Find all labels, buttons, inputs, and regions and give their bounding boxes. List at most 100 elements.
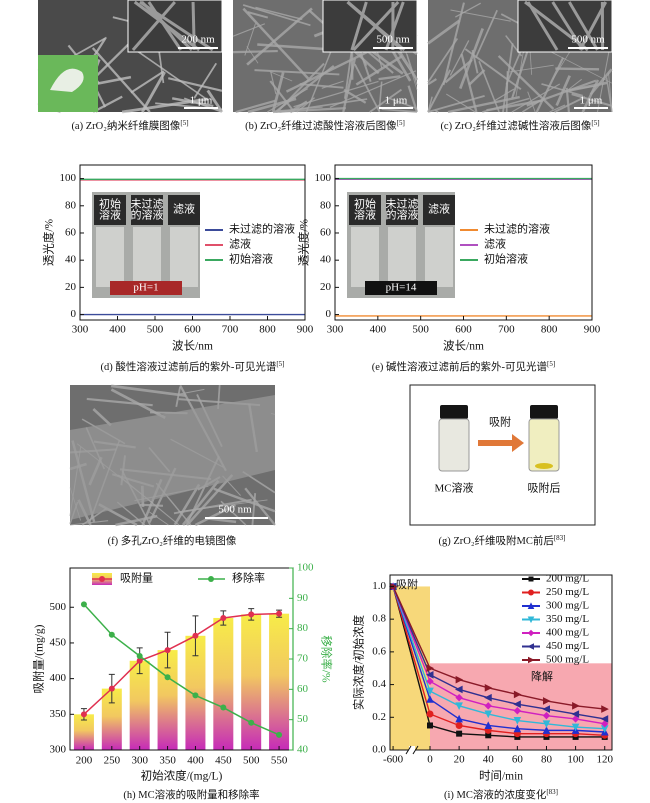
marker <box>542 705 550 713</box>
marker <box>427 722 433 729</box>
x-tick-label: 300 <box>72 324 89 336</box>
x-tick-label: 600 <box>455 324 472 336</box>
sem-texture <box>608 72 613 113</box>
y2-tick-label: 70 <box>297 653 309 665</box>
x-tick-label: 60 <box>512 754 524 766</box>
caption: (i) MC溶液的浓度变化[83] <box>444 788 558 802</box>
y-tick-label: 0 <box>326 308 332 320</box>
series-line <box>392 586 605 725</box>
caption: (b) ZrO₂纤维过滤酸性溶液后图像[5] <box>245 119 405 133</box>
sem-texture <box>269 71 293 82</box>
legend-label: 滤液 <box>484 237 506 251</box>
x-axis-label: 初始浓度/(mg/L) <box>141 769 223 783</box>
marker <box>426 677 434 686</box>
x-tick-label: 80 <box>541 754 553 766</box>
marker <box>455 685 463 694</box>
legend-marker <box>528 576 534 582</box>
y-tick-label: 40 <box>65 254 77 266</box>
y-tick-label: 80 <box>320 199 332 211</box>
marker <box>455 714 463 723</box>
vial <box>386 195 418 225</box>
y-tick-label: 350 <box>50 708 67 720</box>
y-tick-label: 300 <box>50 744 67 756</box>
caption-text: (f) 多孔ZrO₂纤维的电镜图像 <box>108 534 237 547</box>
x-tick-label: 550 <box>271 755 288 767</box>
sem-texture <box>242 7 310 80</box>
x-tick-label: 120 <box>596 754 613 766</box>
y-axis-label: 吸附量/(mg/g) <box>32 624 46 693</box>
legend-marker <box>527 602 535 609</box>
axis-break <box>405 745 419 755</box>
sem-texture <box>246 46 259 64</box>
y2-axis-label: 移除率/% <box>319 635 333 683</box>
caption-ref: [5] <box>276 360 284 368</box>
sem-texture <box>526 1 559 51</box>
sem-texture <box>272 106 346 114</box>
sem-texture <box>274 64 335 113</box>
y-axis-label: 透光度/% <box>42 218 56 266</box>
y-tick-label: 0.2 <box>372 711 386 723</box>
sem-texture <box>257 43 333 51</box>
bar <box>269 613 290 750</box>
x-tick-label: 400 <box>109 324 126 336</box>
marker <box>484 693 492 702</box>
caption-text: (e) 碱性溶液过滤前后的紫外-可见光谱 <box>372 360 548 373</box>
marker <box>542 720 551 728</box>
series-line <box>392 586 605 720</box>
sem-texture <box>549 104 566 113</box>
marker <box>108 685 115 692</box>
y-tick-label: 40 <box>320 254 332 266</box>
sem-texture <box>378 81 383 113</box>
x-tick-label: 250 <box>104 755 121 767</box>
x-tick-label: 700 <box>222 324 239 336</box>
x-tick-label: 40 <box>483 754 495 766</box>
inset-label: 滤液 <box>173 202 195 216</box>
sem-texture <box>406 53 418 86</box>
marker <box>80 711 87 718</box>
marker <box>513 707 522 715</box>
sem-texture <box>355 55 403 86</box>
marker <box>136 652 143 659</box>
bar <box>73 714 94 750</box>
sem-texture <box>596 50 610 113</box>
y-tick-label: 400 <box>50 672 67 684</box>
sem-texture <box>247 11 269 19</box>
y-tick-label: 100 <box>60 172 77 184</box>
legend-label: 200 mg/L <box>546 573 589 585</box>
sem-texture <box>251 493 257 526</box>
marker <box>136 657 143 664</box>
region-label: 吸附 <box>396 577 418 591</box>
vial-body <box>438 418 470 472</box>
legend-marker <box>527 629 535 637</box>
scale-bar-label: 1 μm <box>385 95 408 107</box>
series-line <box>392 586 605 738</box>
photo-label: 吸附 <box>489 415 511 429</box>
marker <box>426 664 435 673</box>
caption-text: (g) ZrO₂纤维吸附MC前后 <box>438 534 553 547</box>
caption: (h) MC溶液的吸附量和移除率 <box>123 788 259 801</box>
y2-tick-label: 60 <box>297 683 309 695</box>
series-line <box>392 586 605 736</box>
y2-tick-label: 90 <box>297 592 309 604</box>
sem-texture <box>186 474 234 526</box>
sem-texture <box>194 503 237 527</box>
x-tick-label: 20 <box>454 754 466 766</box>
y2-tick-label: 50 <box>297 713 309 725</box>
axis-break-gap <box>409 746 415 754</box>
x-axis-label: 时间/min <box>479 770 523 783</box>
bar <box>129 660 150 750</box>
sem-texture <box>571 93 613 107</box>
caption-text: (h) MC溶液的吸附量和移除率 <box>123 788 259 801</box>
legend-label: 初始溶液 <box>484 252 528 266</box>
photo-label: MC溶液 <box>434 481 473 495</box>
y-tick-label: 450 <box>50 636 67 648</box>
sem-texture <box>554 96 586 113</box>
sem-texture <box>581 79 600 113</box>
sem-texture <box>343 88 367 104</box>
marker <box>571 715 580 723</box>
marker <box>426 695 434 703</box>
marker <box>513 690 522 699</box>
scale-bar-label: 500 nm <box>571 34 605 46</box>
sem-texture <box>544 48 613 84</box>
